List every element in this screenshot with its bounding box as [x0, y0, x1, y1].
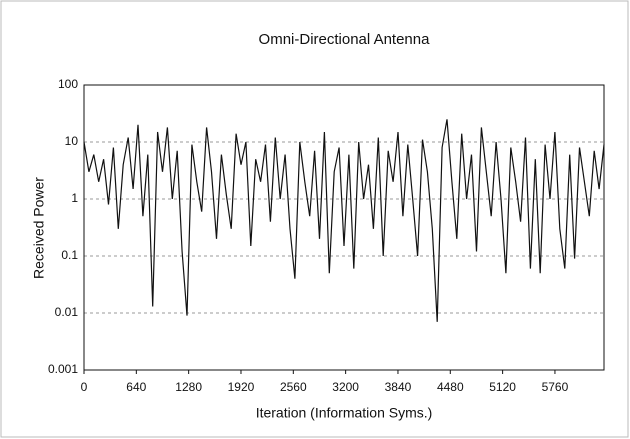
y-tick-label: 1 — [71, 191, 78, 205]
x-tick-label: 4480 — [437, 380, 464, 394]
x-tick-label: 640 — [126, 380, 146, 394]
data-line — [83, 119, 605, 322]
x-axis-label: Iteration (Information Syms.) — [256, 405, 433, 421]
x-tick-label: 2560 — [280, 380, 307, 394]
y-tick-label: 10 — [65, 134, 79, 148]
y-tick-label: 0.001 — [48, 362, 78, 376]
chart-title: Omni-Directional Antenna — [259, 31, 431, 48]
x-tick-label: 5760 — [542, 380, 569, 394]
y-tick-label: 0.01 — [55, 305, 79, 319]
y-axis-label: Received Power — [31, 177, 47, 279]
x-tick-label: 0 — [81, 380, 88, 394]
x-tick-label: 3200 — [332, 380, 359, 394]
x-tick-label: 1280 — [175, 380, 202, 394]
x-tick-label: 3840 — [385, 380, 412, 394]
x-tick-label: 5120 — [489, 380, 516, 394]
plot-area — [83, 84, 605, 371]
y-tick-label: 0.1 — [61, 248, 78, 262]
y-tick-label: 100 — [58, 77, 78, 91]
x-tick-label: 1920 — [228, 380, 255, 394]
